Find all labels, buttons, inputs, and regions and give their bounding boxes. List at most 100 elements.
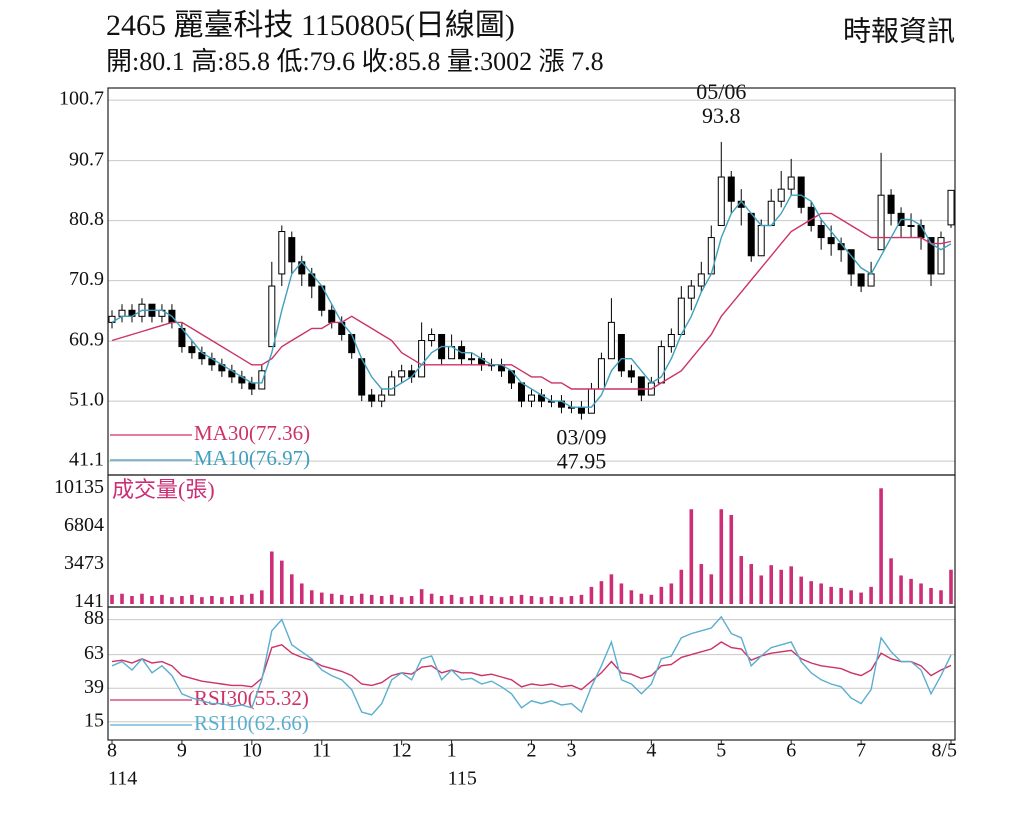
volume-bar xyxy=(210,596,214,604)
volume-bar xyxy=(799,576,803,604)
x-tick-label: 11 xyxy=(312,740,331,762)
volume-bar xyxy=(719,509,724,604)
volume-bar xyxy=(789,566,793,604)
volume-bar xyxy=(429,593,434,604)
volume-bar xyxy=(529,596,534,604)
x-year-label: 115 xyxy=(448,768,477,790)
volume-bar xyxy=(879,488,883,604)
candle-body xyxy=(258,370,266,390)
legend-label: MA10(76.97) xyxy=(194,446,310,470)
candle-body xyxy=(927,237,935,275)
volume-bar xyxy=(339,594,344,604)
y-tick-label: 88 xyxy=(84,607,104,629)
x-tick-label: 8 xyxy=(107,740,117,762)
volume-bar xyxy=(779,569,784,604)
x-tick-label: 12 xyxy=(392,740,412,762)
volume-bar xyxy=(539,597,544,604)
volume-bar xyxy=(489,596,494,604)
volume-bar xyxy=(250,593,254,604)
volume-bar xyxy=(649,594,654,604)
volume-bar xyxy=(110,594,114,604)
volume-bar xyxy=(769,565,774,604)
volume-bar xyxy=(939,590,943,604)
candle-body xyxy=(587,388,595,414)
x-tick-label: 8/5 xyxy=(931,740,957,762)
candle-body xyxy=(278,231,286,275)
candle-body xyxy=(937,237,945,275)
x-tick-label: 1 xyxy=(447,740,457,762)
series-line xyxy=(111,641,952,691)
candle-body xyxy=(827,237,835,245)
y-tick-label: 15 xyxy=(84,709,104,731)
candle-body xyxy=(687,285,695,299)
y-tick-label: 51.0 xyxy=(69,389,104,411)
candle-body xyxy=(637,376,645,396)
volume-bar xyxy=(889,558,893,604)
volume-bar xyxy=(120,593,124,604)
x-tick-label: 6 xyxy=(786,740,796,762)
x-tick-label: 4 xyxy=(646,740,656,762)
annotation-date: 05/06 xyxy=(696,79,746,104)
volume-bar xyxy=(150,596,154,604)
y-tick-label: 63 xyxy=(84,642,104,664)
y-tick-label: 70.9 xyxy=(69,268,104,290)
x-tick-label: 7 xyxy=(856,740,866,762)
volume-bar xyxy=(240,594,244,604)
source: 時報資訊 xyxy=(843,15,955,47)
volume-bar xyxy=(170,597,174,604)
volume-bar xyxy=(839,588,843,604)
volume-bar xyxy=(929,588,933,604)
volume-bar xyxy=(359,593,364,604)
y-tick-label: 100.7 xyxy=(59,88,104,110)
candle-body xyxy=(857,273,865,287)
volume-bar xyxy=(319,592,324,604)
y-tick-label: 6804 xyxy=(64,514,104,536)
volume-bar xyxy=(469,596,474,604)
volume-bar xyxy=(449,594,454,604)
volume-bar xyxy=(909,578,913,604)
candle-body xyxy=(428,333,436,342)
candle-body xyxy=(188,346,196,354)
volume-bar xyxy=(279,560,284,604)
volume-bar xyxy=(419,589,424,604)
volume-bar xyxy=(459,597,464,604)
volume-bar xyxy=(379,596,384,604)
legend-label: RSI30(55.32) xyxy=(194,686,309,710)
candle-body xyxy=(727,176,735,202)
volume-bar xyxy=(130,596,134,604)
candle-body xyxy=(797,176,805,208)
x-tick-label: 9 xyxy=(177,740,187,762)
candle-body xyxy=(328,309,336,323)
candle-body xyxy=(288,237,296,263)
volume-bar xyxy=(859,592,863,604)
volume-bar xyxy=(679,569,684,604)
volume-bar xyxy=(479,594,484,604)
volume-bar xyxy=(260,590,264,604)
candle-body xyxy=(697,273,705,287)
candle-body xyxy=(747,212,755,257)
x-tick-label: 5 xyxy=(716,740,726,762)
volume-bar xyxy=(140,593,144,604)
candle-body xyxy=(867,273,875,287)
volume-bar xyxy=(809,581,813,604)
annotation-date: 03/09 xyxy=(556,425,606,450)
volume-bar xyxy=(299,583,304,604)
volume-bar xyxy=(270,551,274,604)
volume-bar xyxy=(709,574,714,604)
y-tick-label: 90.7 xyxy=(69,148,104,170)
volume-bar xyxy=(329,593,334,604)
volume-bar xyxy=(949,569,953,604)
volume-bar xyxy=(369,594,374,604)
volume-bar xyxy=(190,594,194,604)
annotation-value: 93.8 xyxy=(702,103,741,128)
volume-bar xyxy=(230,596,234,604)
candle-body xyxy=(597,358,605,390)
x-tick-label: 3 xyxy=(566,740,576,762)
volume-bar xyxy=(599,581,604,604)
x-tick-label: 10 xyxy=(242,740,262,762)
volume-bar xyxy=(389,594,394,604)
volume-bar xyxy=(569,596,574,604)
